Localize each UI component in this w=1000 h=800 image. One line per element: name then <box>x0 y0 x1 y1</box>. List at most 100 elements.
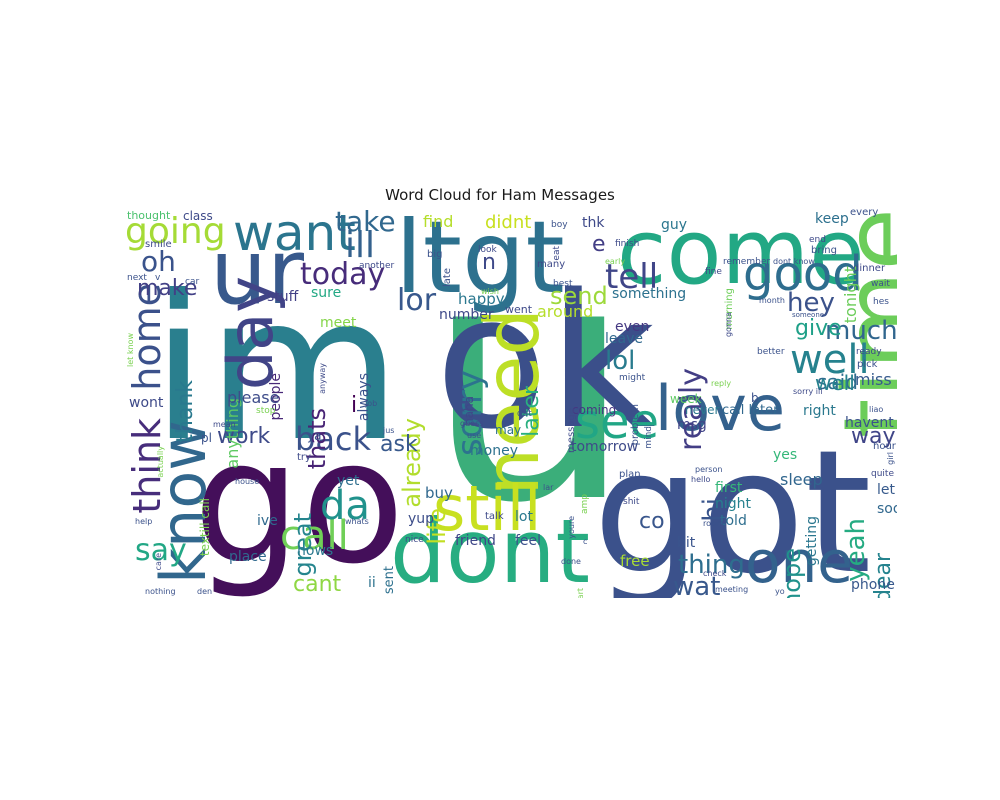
word-wont: wont <box>129 395 164 411</box>
word-best: best <box>553 279 573 289</box>
word-pl: pl <box>201 431 212 445</box>
word-one: one <box>745 528 853 596</box>
word-da: da <box>320 483 370 529</box>
word-wish: wish <box>481 287 500 296</box>
word-remember: remember <box>723 257 771 267</box>
word-miss: miss <box>855 370 892 389</box>
word-keep: keep <box>815 211 849 227</box>
word-ive: ive <box>257 513 278 529</box>
word-youre: youre <box>567 516 576 539</box>
word-sent: sent <box>382 566 397 595</box>
word-first: first <box>715 480 743 496</box>
word-money: money <box>470 443 518 459</box>
word-pick: pick <box>857 359 878 370</box>
word-ur: ur <box>210 220 305 325</box>
word-problem: problem <box>630 404 641 446</box>
word-might: might <box>619 373 646 383</box>
chart-title: Word Cloud for Ham Messages <box>385 186 615 204</box>
word-friend: friend <box>455 533 496 549</box>
word-wait: wait <box>871 279 890 289</box>
word-dont-know: dont know <box>773 257 815 266</box>
word-call: call <box>280 513 349 559</box>
word-lol: lol <box>605 346 636 376</box>
word-tomorrow: tomorrow <box>571 439 639 455</box>
word-eat: eat <box>552 246 562 261</box>
word-car: car <box>185 277 200 287</box>
word-guess: guess <box>460 419 484 428</box>
word-gonna: gonna <box>724 312 733 338</box>
word-thought: thought <box>127 209 171 222</box>
word-never: never <box>685 403 720 417</box>
word-big: big <box>427 249 443 260</box>
word-hour: hour <box>873 441 896 452</box>
word-yet: yet <box>337 473 360 489</box>
word-person: person <box>695 465 723 474</box>
word-e: e <box>592 232 606 257</box>
word-give: give <box>795 316 842 341</box>
word-actually: actually <box>156 446 165 478</box>
word-lot: lot <box>515 509 533 525</box>
word-let: let <box>877 482 895 498</box>
word-textill-call: textill call <box>198 498 212 557</box>
word-still: still <box>433 472 542 545</box>
word-go: go <box>193 404 405 598</box>
word-reply: reply <box>711 379 732 388</box>
word-thing: thing <box>678 550 745 580</box>
word-help: help <box>135 517 153 526</box>
word-co: co <box>639 509 665 534</box>
word-whats: whats <box>345 517 369 526</box>
word-mean: mean <box>213 420 236 429</box>
word-hes: hes <box>873 297 889 307</box>
word-jus: jus <box>383 426 395 435</box>
word-take: take <box>335 208 396 238</box>
word-see: see <box>575 394 660 450</box>
word-v: v <box>155 273 161 283</box>
word-got: got <box>593 414 872 598</box>
word-dat: dat <box>517 409 532 419</box>
word-week: week <box>670 392 702 406</box>
word-msg: msg <box>677 417 707 433</box>
word-sorry-ill: sorry ill <box>793 387 823 396</box>
word-guy: guy <box>661 217 688 233</box>
word-something: something <box>612 286 687 302</box>
word-went: went <box>505 303 533 316</box>
word-check: check <box>703 569 727 578</box>
word-feel: feel <box>515 533 542 549</box>
word-class: class <box>183 209 213 223</box>
word-yeah: yeah <box>841 518 871 582</box>
word-quite: quite <box>871 469 894 479</box>
word-right: right <box>803 403 836 419</box>
word-amp: amp <box>580 494 590 514</box>
word-better: better <box>757 347 785 357</box>
word-i: i <box>351 393 358 418</box>
word-buy: buy <box>425 484 453 502</box>
word-done: done <box>561 557 581 566</box>
word-liao: liao <box>869 405 884 414</box>
word-havent: havent <box>845 415 894 431</box>
word-cant: cant <box>293 572 342 597</box>
word-may: may <box>495 423 522 437</box>
word-make: make <box>137 276 198 301</box>
word-sleep: sleep <box>780 470 823 489</box>
word-around: around <box>537 302 594 321</box>
word-said: said <box>817 370 858 394</box>
word-night: night <box>715 496 752 512</box>
word-oh: oh <box>141 245 176 278</box>
word-hows: hows <box>297 543 334 559</box>
word-lar: lar <box>543 483 554 492</box>
word-send: send <box>550 282 608 310</box>
word-lor: lor <box>397 283 437 318</box>
word-want: want <box>233 208 356 262</box>
word-dinner: dinner <box>853 263 886 274</box>
word-cloud: u im ok go got ltgt come ur time dont know need love… <box>125 208 897 598</box>
word-month: month <box>759 296 785 305</box>
word-tonight: tonight <box>841 266 860 324</box>
word-house: house <box>235 477 260 486</box>
word-message: message <box>566 408 577 453</box>
word-look: look <box>478 245 497 255</box>
word-much: much <box>825 316 897 346</box>
word-always: always <box>356 373 372 422</box>
word-number: number <box>439 307 494 323</box>
word-start: start <box>576 588 585 598</box>
word-getting: getting <box>804 516 820 567</box>
